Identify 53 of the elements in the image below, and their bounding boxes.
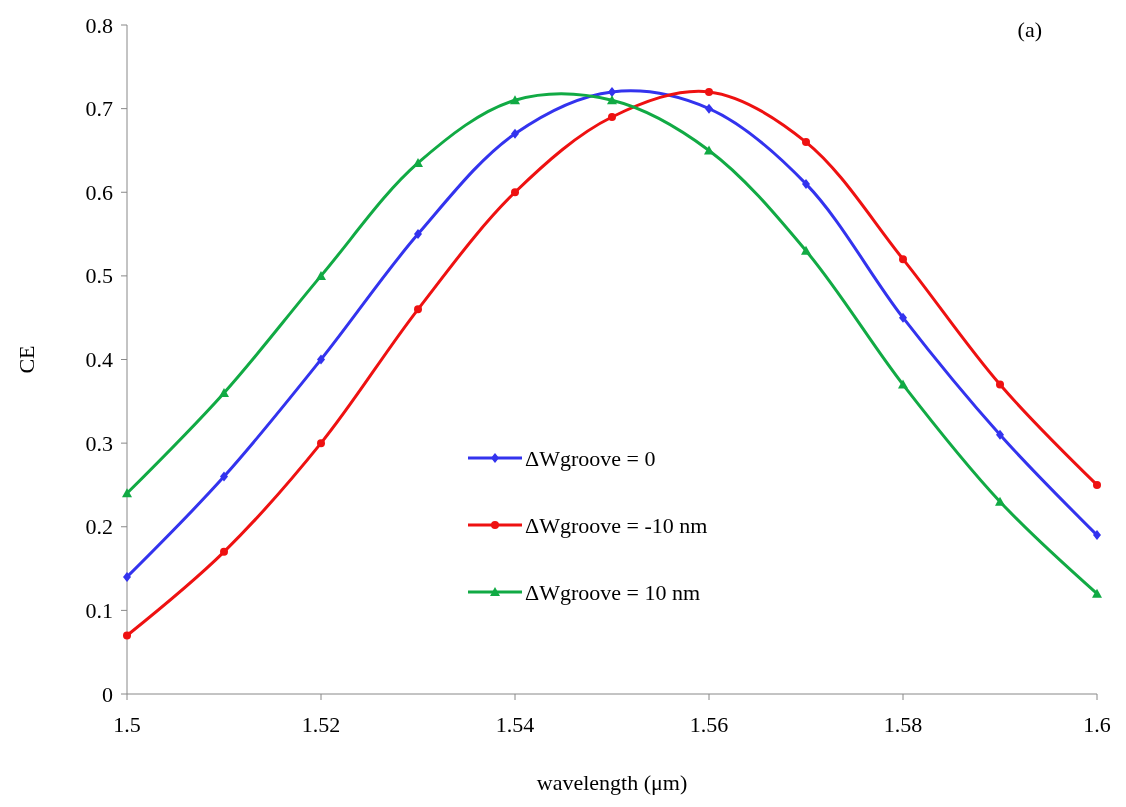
point	[996, 429, 1004, 440]
point	[220, 547, 228, 556]
point	[1093, 480, 1101, 489]
point	[899, 312, 907, 323]
x-tick-label: 1.54	[495, 712, 535, 737]
point	[898, 379, 908, 389]
point	[413, 157, 423, 167]
point	[123, 631, 131, 640]
point	[511, 128, 519, 139]
point	[705, 87, 713, 96]
legend-label: ΔWgroove = 0	[525, 445, 656, 471]
point	[317, 354, 325, 365]
point	[511, 188, 519, 197]
y-tick-label: 0.3	[85, 430, 113, 456]
point	[220, 471, 228, 482]
y-tick-label: 0	[102, 681, 113, 707]
legend-label: ΔWgroove = -10 nm	[525, 512, 708, 538]
y-tick-label: 0.1	[85, 597, 113, 623]
y-tick-label: 0.5	[85, 263, 113, 289]
y-tick-label: 0.8	[85, 12, 113, 38]
point	[995, 496, 1005, 506]
annotation: (a)	[1017, 17, 1042, 42]
point	[608, 86, 616, 97]
legend-label: ΔWgroove = 10 nm	[525, 579, 701, 605]
point	[414, 305, 422, 314]
x-tick-label: 1.52	[301, 712, 341, 737]
y-tick-label: 0.7	[85, 96, 113, 122]
x-tick-label: 1.5	[113, 712, 141, 737]
point	[608, 112, 616, 121]
point	[899, 255, 907, 264]
point	[316, 270, 326, 280]
point	[802, 138, 810, 147]
point	[414, 229, 422, 240]
y-tick-label: 0.2	[85, 514, 113, 540]
x-tick-label: 1.56	[689, 712, 729, 737]
x-tick-label: 1.6	[1083, 712, 1111, 737]
point	[705, 103, 713, 114]
point	[317, 439, 325, 448]
point	[802, 178, 810, 189]
y-tick-label: 0.6	[85, 179, 113, 205]
point	[1093, 530, 1101, 541]
point	[801, 245, 811, 255]
y-tick-label: 0.4	[85, 347, 113, 372]
point	[996, 380, 1004, 389]
point	[122, 488, 132, 498]
x-tick-label: 1.58	[883, 712, 923, 737]
point	[123, 571, 131, 582]
point	[1092, 588, 1102, 598]
point	[510, 95, 520, 105]
x-axis-title: wavelength (μm)	[536, 770, 688, 795]
y-axis-title: CE	[14, 345, 39, 374]
point	[607, 95, 617, 105]
point	[219, 387, 229, 397]
